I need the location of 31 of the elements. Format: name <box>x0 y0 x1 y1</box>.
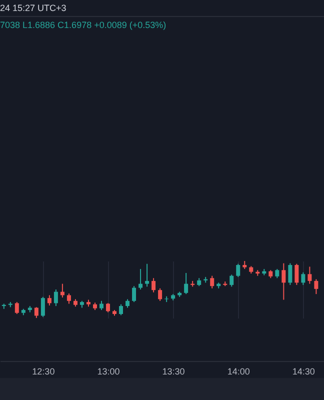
candlestick <box>66 292 71 304</box>
candlestick <box>54 289 58 307</box>
x-tick-label: 12:30 <box>32 366 55 376</box>
candlestick <box>106 302 110 313</box>
candlestick <box>145 263 150 288</box>
candlestick <box>230 274 234 288</box>
candlestick <box>14 302 19 315</box>
text: 7038 L1.6886 C1.6978 +0.0089 (+0.53%) <box>0 20 166 30</box>
candlestick <box>132 286 136 303</box>
candlestick <box>152 278 156 293</box>
candlestick <box>158 288 162 302</box>
x-tick-label: 13:30 <box>162 366 185 376</box>
x-tick-label: 14:00 <box>227 366 250 376</box>
candlestick <box>47 294 52 306</box>
candlestick <box>282 262 286 300</box>
candlestick <box>184 272 188 295</box>
candlestick <box>236 263 240 278</box>
candlestick <box>275 268 280 279</box>
candlestick <box>294 263 299 286</box>
candlestick <box>210 275 214 289</box>
x-tick-label: 13:00 <box>97 366 120 376</box>
text: 24 15:27 UTC+3 <box>0 3 66 13</box>
candlestick <box>301 272 306 286</box>
candlestick <box>314 278 318 295</box>
candlestick <box>34 306 38 318</box>
candlestick <box>119 304 124 316</box>
candlestick <box>288 262 292 286</box>
candlestick <box>138 268 143 290</box>
x-tick-label: 14:30 <box>292 366 315 376</box>
candlestick <box>99 300 104 311</box>
candlestick <box>308 266 312 284</box>
